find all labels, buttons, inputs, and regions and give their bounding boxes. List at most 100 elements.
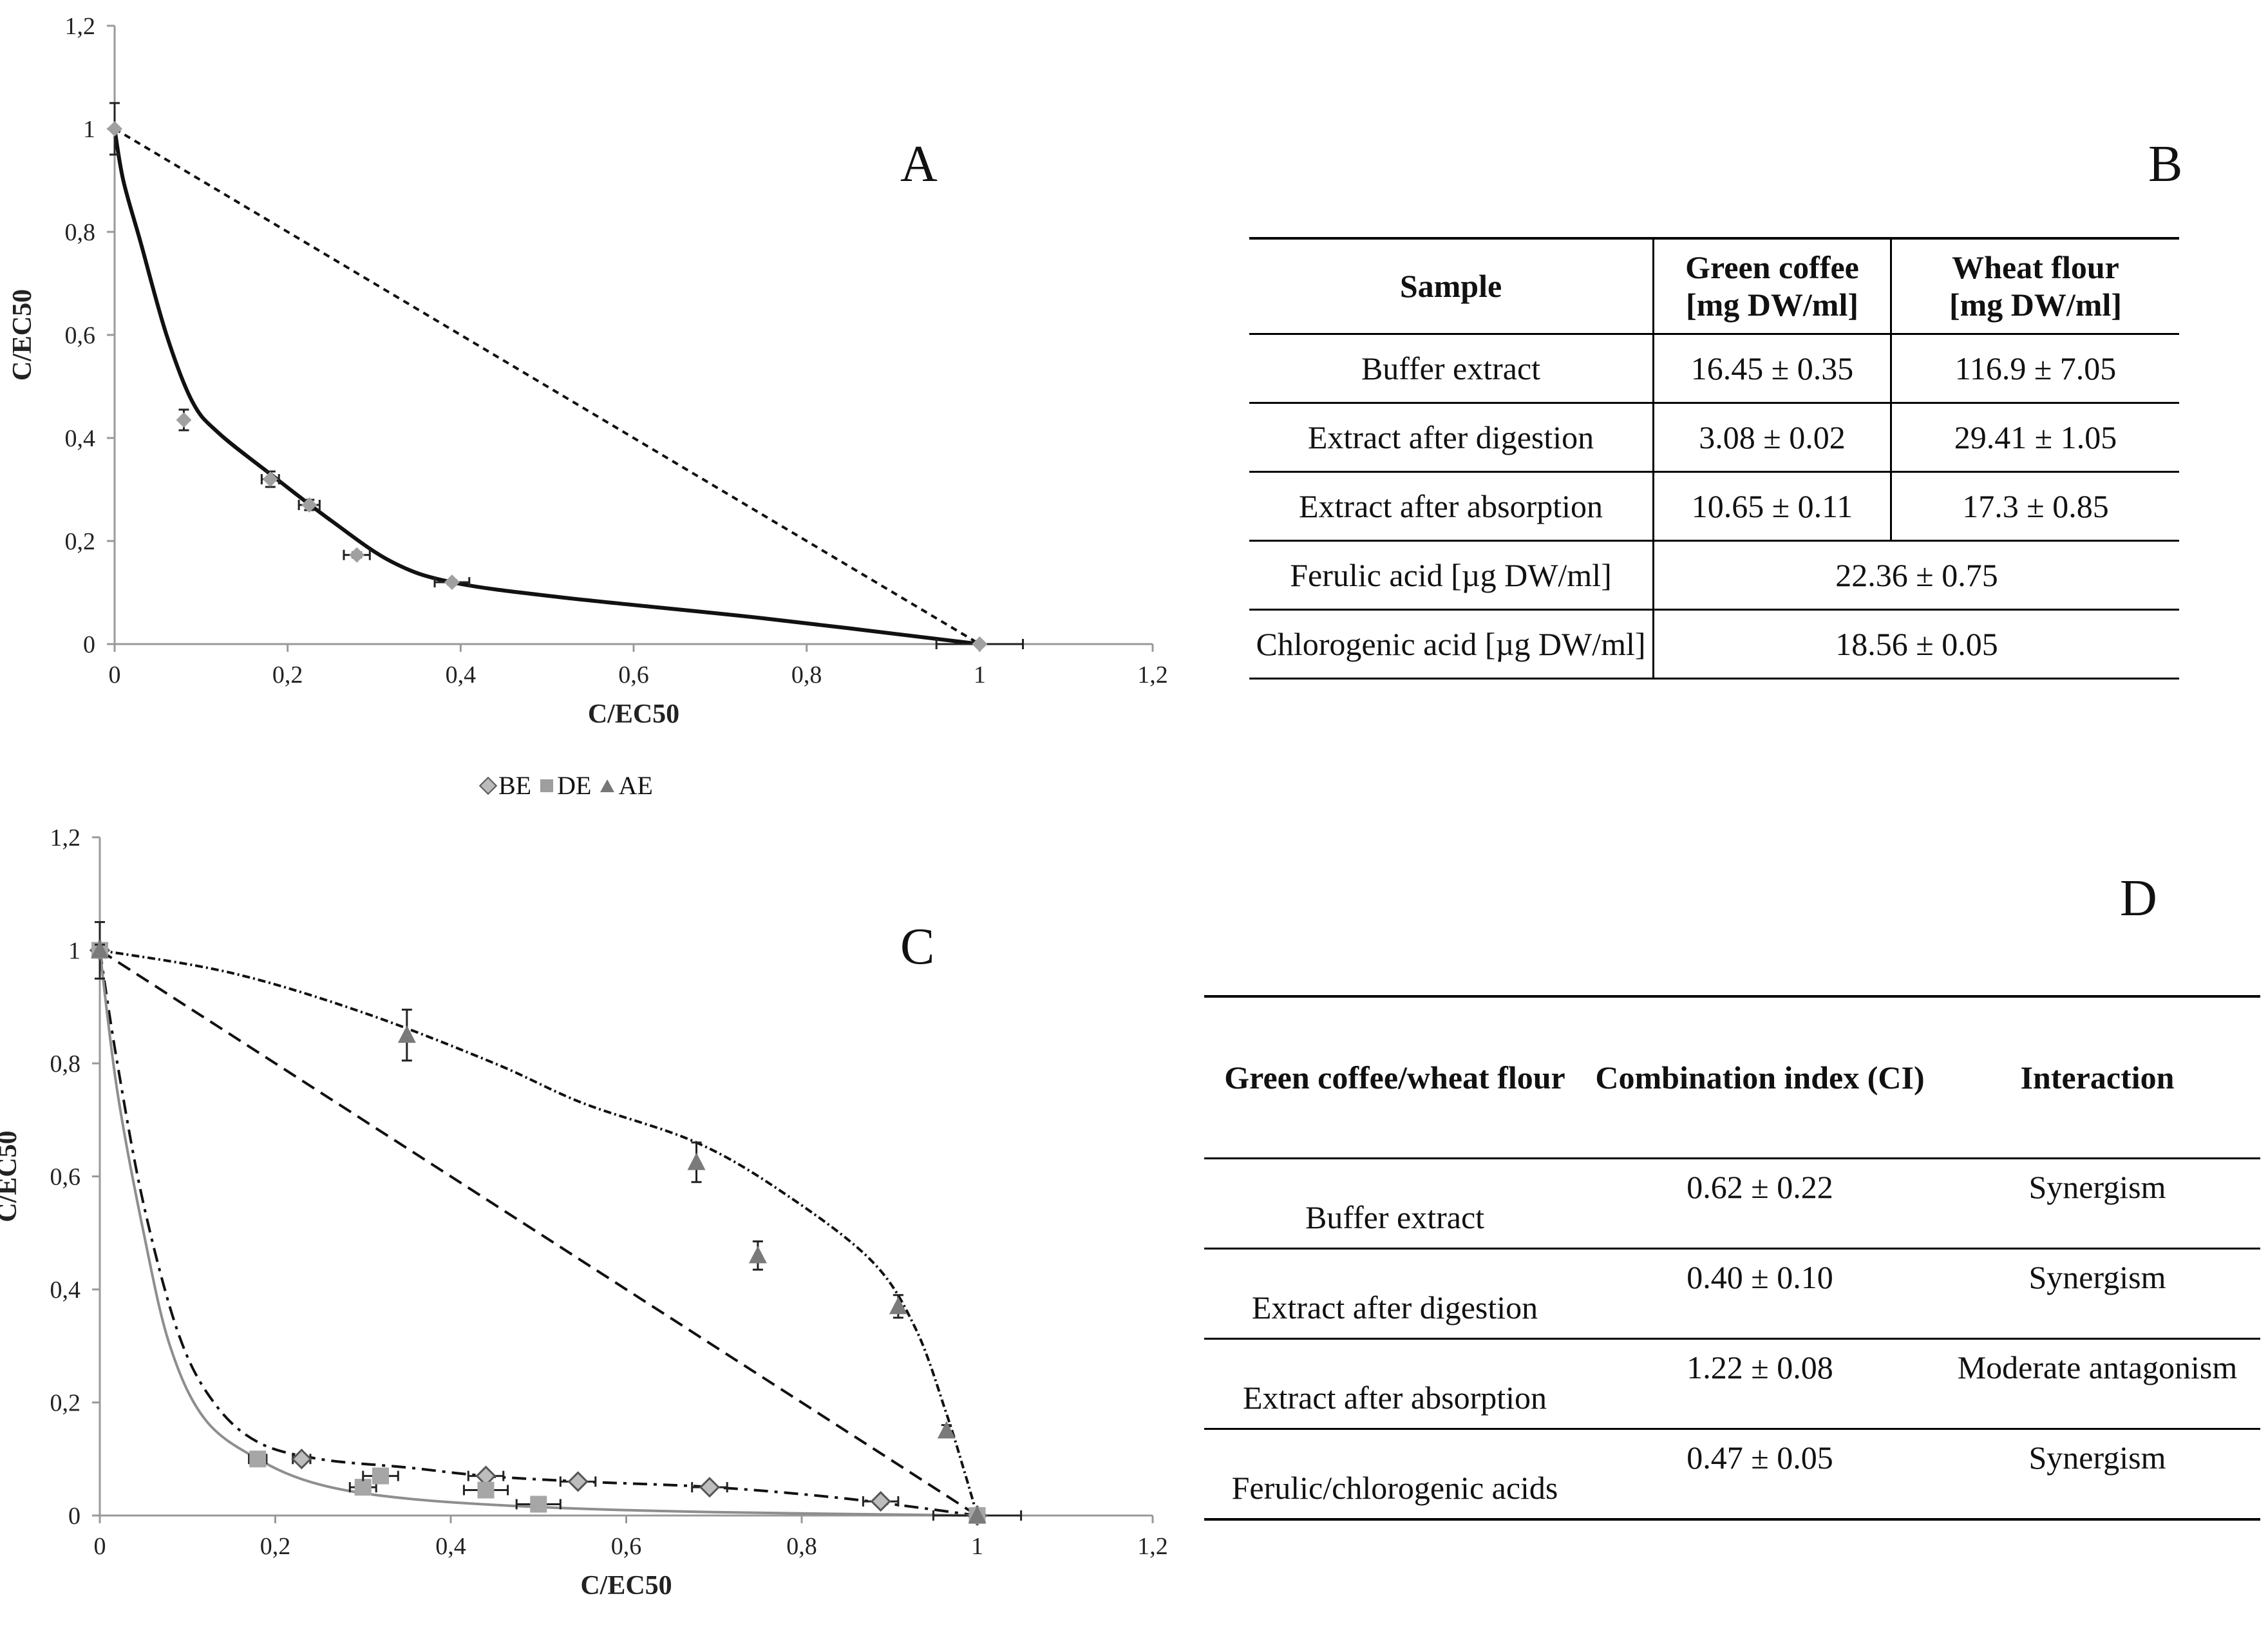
header-sample: Sample — [1249, 237, 1654, 335]
chart-c-curve-de — [99, 950, 978, 1517]
header-interaction: Interaction — [1934, 995, 2260, 1159]
legend-label-ae: AE — [618, 771, 653, 800]
header-green-coffee-wheat-flour: Green coffee/wheat flour — [1204, 995, 1585, 1159]
table-d: Green coffee/wheat flour Combination ind… — [1204, 995, 2260, 1521]
chart-c-x-tick-label: 1,2 — [1137, 1533, 1168, 1560]
chart-c-point-ae — [91, 940, 109, 958]
legend-item-ae: AE — [600, 770, 653, 801]
chart-c-point-ae — [687, 1152, 706, 1170]
chart-c-y-tick-label: 1,2 — [50, 824, 81, 851]
chart-c-point-be — [870, 1490, 891, 1512]
chart-c-x-axis-label: C/EC50 — [580, 1571, 672, 1601]
panel-label-b: B — [2148, 136, 2183, 193]
chart-c-legend: BE DE AE — [478, 770, 653, 801]
chart-c-point-ae — [397, 1025, 416, 1043]
chart-c-x-tick-label: 0,2 — [260, 1533, 291, 1560]
chart-c-point-de — [477, 1481, 495, 1499]
table-b: Sample Green coffee [mg DW/ml] Wheat flo… — [1249, 237, 2179, 679]
table-row: Ferulic/chlorogenic acids 0.47 ± 0.05 Sy… — [1204, 1429, 2260, 1521]
triangle-marker-icon — [600, 779, 615, 792]
chart-a-y-tick-label: 0,8 — [65, 219, 96, 246]
row-name: Extract after digestion — [1249, 403, 1654, 473]
chart-c-y-tick-label: 0,8 — [50, 1050, 81, 1078]
row-coffee-value: 10.65 ± 0.11 — [1653, 471, 1892, 542]
chart-c-point-be — [291, 1449, 312, 1470]
chart-a-point — [349, 547, 365, 563]
chart-c-point-ae — [889, 1297, 907, 1315]
legend-item-de: DE — [540, 770, 591, 801]
chart-a-curve — [113, 128, 980, 646]
row-name: Extract after absorption — [1204, 1338, 1585, 1430]
chart-c-y-axis-label: C/EC50 — [0, 1130, 23, 1222]
legend-label-de: DE — [557, 771, 592, 800]
chart-c-y-tick-label: 0,4 — [50, 1277, 81, 1304]
chart-c-point-de — [372, 1467, 389, 1485]
row-coffee-value: 3.08 ± 0.02 — [1653, 403, 1892, 473]
chart-c-point-be — [699, 1477, 721, 1498]
chart-a-y-tick-label: 1 — [83, 116, 95, 143]
chart-a-x-tick-label: 0,8 — [791, 661, 822, 689]
row-name: Chlorogenic acid [µg DW/ml] — [1249, 609, 1654, 679]
chart-a-y-tick-label: 0,2 — [65, 528, 96, 555]
header-wheat-flour-line1: Wheat flour — [1952, 249, 2119, 286]
chart-a-additivity-line — [113, 128, 981, 645]
table-row: Buffer extract 16.45 ± 0.35 116.9 ± 7.05 — [1249, 334, 2179, 404]
table-row: Buffer extract 0.62 ± 0.22 Synergism — [1204, 1158, 2260, 1250]
row-ci: 0.40 ± 0.10 — [1585, 1248, 1934, 1340]
chart-c-point-be — [567, 1471, 589, 1492]
chart-c-point-de — [249, 1450, 267, 1468]
panel-label-d: D — [2120, 870, 2157, 927]
row-name: Buffer extract — [1249, 334, 1654, 404]
panel-label-c: C — [900, 918, 935, 975]
legend-label-be: BE — [498, 771, 532, 800]
header-wheat-flour-line2: [mg DW/ml] — [1949, 287, 2122, 323]
row-wheat-value: 116.9 ± 7.05 — [1891, 334, 2179, 404]
chart-c-point-ae — [748, 1246, 767, 1264]
chart-c-x-tick-label: 0,6 — [611, 1533, 642, 1560]
row-ci: 1.22 ± 0.08 — [1585, 1338, 1934, 1430]
row-name: Ferulic/chlorogenic acids — [1204, 1429, 1585, 1521]
chart-c-curve-be — [99, 950, 978, 1517]
chart-a-y-tick-label: 1,2 — [65, 13, 96, 40]
row-name: Extract after absorption — [1249, 471, 1654, 542]
legend-item-be: BE — [478, 770, 532, 801]
chart-c-point-ae — [968, 1506, 987, 1523]
table-row: Extract after absorption 1.22 ± 0.08 Mod… — [1204, 1338, 2260, 1430]
table-row: Chlorogenic acid [µg DW/ml] 18.56 ± 0.05 — [1249, 609, 2179, 679]
chart-c-additivity-line — [99, 949, 978, 1517]
chart-a-x-tick-label: 0,6 — [618, 661, 649, 689]
table-row: Extract after digestion 0.40 ± 0.10 Syne… — [1204, 1248, 2260, 1340]
row-name: Extract after digestion — [1204, 1248, 1585, 1340]
chart-a-x-tick-label: 0,2 — [272, 661, 303, 689]
chart-c-y-tick-label: 0,2 — [50, 1390, 81, 1417]
chart-c-x-tick-label: 0,4 — [435, 1533, 466, 1560]
row-wheat-value: 29.41 ± 1.05 — [1891, 403, 2179, 473]
row-interaction: Synergism — [1934, 1158, 2260, 1250]
chart-a-y-tick-label: 0,4 — [65, 425, 96, 452]
header-green-coffee-line1: Green coffee — [1685, 249, 1859, 286]
chart-c-point-de — [354, 1479, 372, 1496]
chart-a-point — [444, 575, 460, 590]
chart-a-x-tick-label: 0,4 — [446, 661, 477, 689]
row-merged-value: 18.56 ± 0.05 — [1653, 609, 2179, 679]
chart-c-y-tick-label: 1 — [68, 938, 80, 965]
table-row: Ferulic acid [µg DW/ml] 22.36 ± 0.75 — [1249, 540, 2179, 611]
chart-a-x-axis-label: C/EC50 — [588, 699, 679, 729]
chart-a-point — [262, 471, 278, 487]
chart-c-y-tick-label: 0 — [68, 1503, 80, 1530]
chart-c-point-ae — [937, 1421, 956, 1439]
header-combination-index: Combination index (CI) — [1585, 995, 1934, 1159]
row-interaction: Moderate antagonism — [1934, 1338, 2260, 1430]
table-row: Extract after digestion 3.08 ± 0.02 29.4… — [1249, 403, 2179, 473]
table-row: Extract after absorption 10.65 ± 0.11 17… — [1249, 471, 2179, 542]
chart-c-y-tick-label: 0,6 — [50, 1164, 81, 1191]
panel-label-a: A — [900, 136, 938, 193]
chart-c-x-tick-label: 0,8 — [786, 1533, 817, 1560]
row-name: Buffer extract — [1204, 1158, 1585, 1250]
diamond-marker-icon — [478, 776, 498, 795]
chart-a-point — [972, 636, 988, 652]
chart-a-point — [107, 121, 122, 137]
row-name: Ferulic acid [µg DW/ml] — [1249, 540, 1654, 611]
row-wheat-value: 17.3 ± 0.85 — [1891, 471, 2179, 542]
